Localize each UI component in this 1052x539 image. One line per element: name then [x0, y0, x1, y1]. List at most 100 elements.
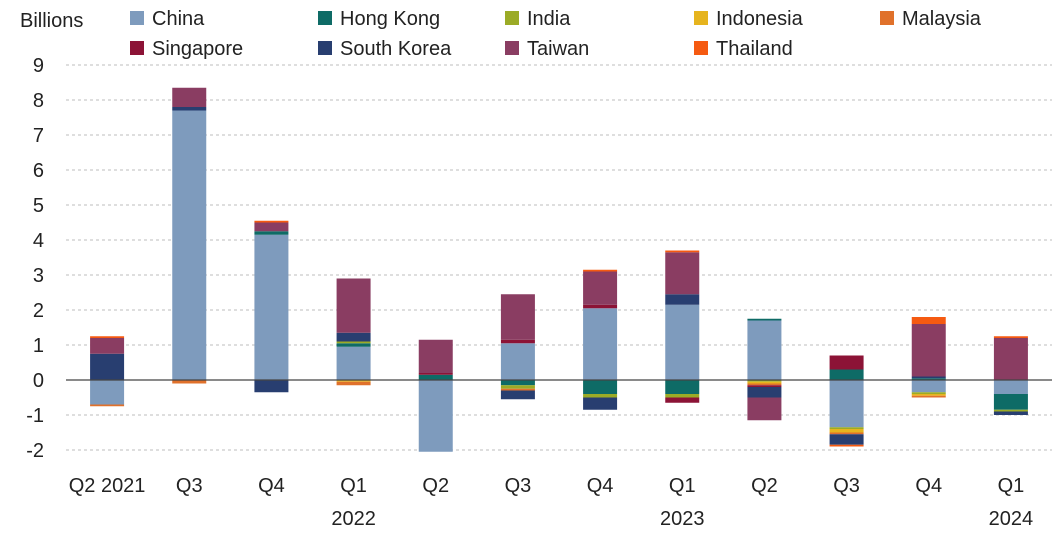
bar-segment-malaysia [747, 383, 782, 386]
bar-segment-south-korea [911, 376, 946, 379]
bar-segment-hong-kong [500, 380, 535, 386]
bar-segment-thailand [993, 336, 1028, 338]
bar-stack-12 [993, 336, 1028, 415]
legend-label-indonesia: Indonesia [716, 8, 804, 30]
bar-segment-south-korea [829, 434, 864, 445]
y-tick-label: 0 [33, 370, 44, 392]
bar-segment-indonesia [829, 429, 864, 433]
bar-segment-taiwan [583, 271, 618, 305]
bar-segment-malaysia [829, 432, 864, 435]
x-tick-label: 2024 [989, 508, 1034, 530]
bar-segment-china [911, 380, 946, 393]
y-tick-label: 1 [33, 335, 44, 357]
legend: China Hong Kong India Indonesia Malaysia Sing… [130, 8, 982, 60]
bar-segment-taiwan [665, 252, 700, 295]
bar-segment-thailand [911, 317, 946, 324]
x-tick-label: Q3 [505, 475, 532, 497]
bar-segment-hong-kong [665, 380, 700, 394]
bar-segment-china [90, 380, 125, 405]
bar-segment-thailand [665, 250, 700, 253]
bar-segment-china [829, 380, 864, 428]
x-tick-label: Q1 [669, 475, 696, 497]
bar-segment-taiwan [172, 87, 207, 107]
bar-segment-thailand [829, 444, 864, 447]
x-tick-label: Q1 [998, 475, 1025, 497]
y-tick-label: -2 [26, 440, 44, 462]
bar-segment-south-korea [172, 107, 207, 111]
legend-swatch-taiwan [505, 41, 519, 55]
bar-segment-taiwan [418, 339, 453, 373]
legend-item-south-korea: South Korea [318, 38, 452, 60]
legend-item-thailand: Thailand [694, 38, 793, 60]
bar-segment-south-korea [90, 353, 125, 380]
x-tick-label: Q2 2021 [69, 475, 146, 497]
bar-segment-thailand [90, 336, 125, 338]
bar-segment-hong-kong [254, 231, 289, 235]
legend-label-south-korea: South Korea [340, 38, 452, 60]
legend-item-india: India [505, 8, 571, 30]
bar-segment-india [583, 394, 618, 398]
y-tick-label: 6 [33, 160, 44, 182]
bar-segment-south-korea [254, 380, 289, 393]
x-tick-label: Q1 [340, 475, 367, 497]
bar-segment-india [336, 341, 371, 344]
bar-segment-malaysia [336, 381, 371, 386]
bar-stack-4 [336, 278, 371, 386]
bar-segment-india [911, 392, 946, 394]
bar-segment-south-korea [665, 294, 700, 305]
bar-segment-indonesia [747, 381, 782, 384]
legend-swatch-hong-kong [318, 11, 332, 25]
bar-segment-china [172, 110, 207, 380]
legend-label-india: India [527, 8, 571, 30]
bar-segment-indonesia [911, 394, 946, 396]
y-axis: 9 8 7 6 5 4 3 2 1 0 -1 -2 [26, 55, 44, 462]
bar-segment-taiwan [90, 338, 125, 354]
legend-swatch-china [130, 11, 144, 25]
bar-segment-india [665, 394, 700, 398]
bar-segment-taiwan [500, 294, 535, 340]
bar-stack-1 [90, 336, 125, 407]
bar-segment-singapore [500, 339, 535, 344]
x-tick-label: 2022 [331, 508, 376, 530]
bar-segment-china [747, 320, 782, 380]
bar-segment-taiwan [747, 397, 782, 421]
bar-segment-malaysia [500, 388, 535, 391]
bar-segment-hong-kong [911, 378, 946, 380]
bar-stack-10 [829, 355, 864, 447]
bar-segment-china [500, 343, 535, 380]
bar-stack-3 [254, 220, 289, 393]
bar-segment-malaysia [911, 395, 946, 398]
bar-segment-south-korea [583, 397, 618, 410]
bar-segment-south-korea [500, 390, 535, 400]
legend-swatch-south-korea [318, 41, 332, 55]
x-tick-label: 2023 [660, 508, 705, 530]
x-tick-label: Q4 [258, 475, 285, 497]
bar-segment-india [747, 380, 782, 382]
x-tick-label: Q4 [915, 475, 942, 497]
bar-segment-hong-kong [747, 318, 782, 321]
bar-segment-hong-kong [993, 394, 1028, 410]
legend-swatch-indonesia [694, 11, 708, 25]
legend-label-thailand: Thailand [716, 38, 793, 60]
bar-stack-11 [911, 317, 946, 398]
y-tick-label: -1 [26, 405, 44, 427]
bar-segment-hong-kong [583, 380, 618, 394]
bar-stack-9 [747, 318, 782, 421]
x-tick-label: Q2 [751, 475, 778, 497]
x-tick-label: Q4 [587, 475, 614, 497]
legend-swatch-thailand [694, 41, 708, 55]
x-tick-label: Q3 [833, 475, 860, 497]
bar-segment-india [993, 409, 1028, 412]
bar-segment-singapore [418, 373, 453, 375]
x-tick-label: Q2 [422, 475, 449, 497]
bar-segment-hong-kong [418, 374, 453, 380]
y-tick-label: 2 [33, 300, 44, 322]
bar-segment-singapore [583, 304, 618, 309]
bar-segment-taiwan [336, 278, 371, 333]
bar-segment-south-korea [993, 411, 1028, 415]
bar-segment-singapore [747, 385, 782, 387]
bar-stack-8 [665, 250, 700, 403]
y-tick-label: 8 [33, 90, 44, 112]
bar-segment-india [500, 385, 535, 389]
